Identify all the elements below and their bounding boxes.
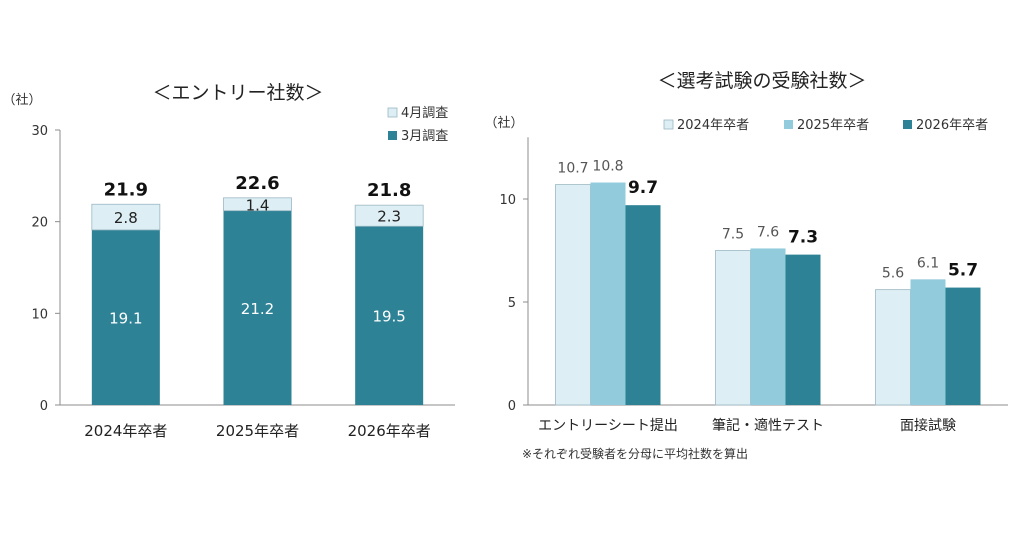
left-y-unit-label: （社） [2, 92, 41, 108]
left-y-tick-label: 0 [40, 399, 48, 414]
legend-label-april: 4月調査 [401, 106, 448, 121]
legend-label-2: 2026年卒者 [916, 118, 988, 133]
value-label-group2-series1: 6.1 [917, 255, 939, 271]
label-total-1: 22.6 [235, 173, 279, 194]
left-legend: 4月調査 3月調査 [387, 106, 448, 144]
bar-april-0 [91, 203, 161, 231]
right-category-label-1: 筆記・適性テスト [712, 417, 824, 434]
right-y-tick-label: 5 [508, 296, 516, 311]
legend-label-1: 2025年卒者 [797, 118, 869, 133]
value-label-group0-series1: 10.8 [592, 159, 623, 175]
bar-march-0 [91, 229, 160, 405]
label-april-2: 2.3 [377, 208, 401, 226]
left-y-tick-label: 20 [31, 216, 48, 231]
bar-group1-series0 [715, 250, 751, 406]
value-label-group1-series0: 7.5 [722, 227, 744, 243]
value-label-group1-series2: 7.3 [788, 228, 818, 248]
label-april-0: 2.8 [114, 209, 138, 227]
value-label-group0-series2: 9.7 [628, 178, 658, 198]
right-value-labels: 10.7 10.8 9.7 7.5 7.6 7.3 5.6 6.1 5.7 [557, 159, 978, 282]
right-category-label-0: エントリーシート提出 [538, 418, 678, 434]
left-y-tick-label: 30 [31, 124, 48, 139]
left-category-label-1: 2025年卒者 [216, 422, 299, 440]
bar-group2-series1 [910, 279, 946, 405]
bar-march-1 [223, 210, 292, 405]
right-y-unit-label: （社） [484, 115, 523, 131]
exam-count-chart: ＜選考試験の受験社数＞ （社） 2024年卒者 2025年卒者 2026年卒者 0 5… [484, 70, 1008, 461]
legend-label-0: 2024年卒者 [677, 118, 749, 133]
bar-group0-series1 [590, 182, 626, 405]
label-march-0: 19.1 [109, 309, 142, 327]
left-chart-title: ＜エントリー社数＞ [152, 82, 323, 104]
right-chart-note: ※それぞれ受験者を分母に平均社数を算出 [522, 446, 748, 461]
left-bars [91, 197, 424, 405]
legend-label-march: 3月調査 [401, 129, 448, 144]
legend-swatch-1 [784, 120, 793, 129]
right-y-tick-label: 0 [508, 399, 516, 414]
legend-swatch-0 [663, 119, 674, 130]
legend-swatch-march [388, 131, 397, 140]
bar-group2-series2 [945, 287, 981, 405]
value-label-group0-series0: 10.7 [557, 161, 588, 177]
left-y-tick-label: 10 [31, 307, 48, 322]
right-x-axis-labels: エントリーシート提出 筆記・適性テスト 面接試験 [538, 417, 956, 434]
value-label-group1-series1: 7.6 [757, 224, 779, 240]
label-total-2: 21.8 [367, 180, 411, 201]
right-bars [555, 182, 981, 406]
bar-group0-series0 [555, 184, 591, 406]
right-legend: 2024年卒者 2025年卒者 2026年卒者 [663, 118, 988, 133]
left-value-labels: 19.1 2.8 21.9 21.2 1.4 22.6 19.5 2.3 21.8 [104, 173, 412, 328]
left-x-axis-labels: 2024年卒者 2025年卒者 2026年卒者 [84, 422, 431, 440]
label-total-0: 21.9 [104, 179, 148, 200]
right-chart-title: ＜選考試験の受験社数＞ [657, 70, 866, 92]
label-march-1: 21.2 [241, 300, 274, 318]
entry-count-chart: ＜エントリー社数＞ （社） 4月調査 3月調査 0 10 20 30 19.1 2.8 2… [2, 82, 455, 440]
bar-march-2 [355, 226, 424, 405]
left-category-label-2: 2026年卒者 [348, 422, 431, 440]
bar-group1-series2 [785, 254, 821, 405]
bar-group1-series1 [750, 248, 786, 405]
bar-april-1 [223, 197, 292, 212]
legend-swatch-2 [903, 120, 912, 129]
left-category-label-0: 2024年卒者 [84, 422, 167, 440]
bar-group2-series0 [875, 289, 911, 406]
value-label-group2-series2: 5.7 [948, 261, 978, 281]
label-march-2: 19.5 [372, 308, 405, 326]
value-label-group2-series0: 5.6 [882, 266, 904, 282]
bar-group0-series2 [625, 205, 661, 405]
bar-april-2 [354, 204, 424, 227]
legend-swatch-april [387, 107, 398, 118]
right-category-label-2: 面接試験 [900, 417, 956, 434]
label-april-1: 1.4 [246, 196, 270, 214]
right-y-tick-label: 10 [499, 193, 516, 208]
